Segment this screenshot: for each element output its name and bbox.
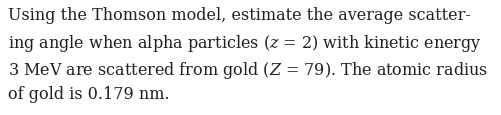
Text: Using the Thomson model, estimate the average scatter-: Using the Thomson model, estimate the av…	[8, 7, 470, 24]
Text: ing angle when alpha particles ($z$ = 2) with kinetic energy: ing angle when alpha particles ($z$ = 2)…	[8, 33, 481, 54]
Text: of gold is 0.179 nm.: of gold is 0.179 nm.	[8, 86, 169, 103]
Text: 3 MeV are scattered from gold ($Z$ = 79). The atomic radius: 3 MeV are scattered from gold ($Z$ = 79)…	[8, 59, 487, 80]
